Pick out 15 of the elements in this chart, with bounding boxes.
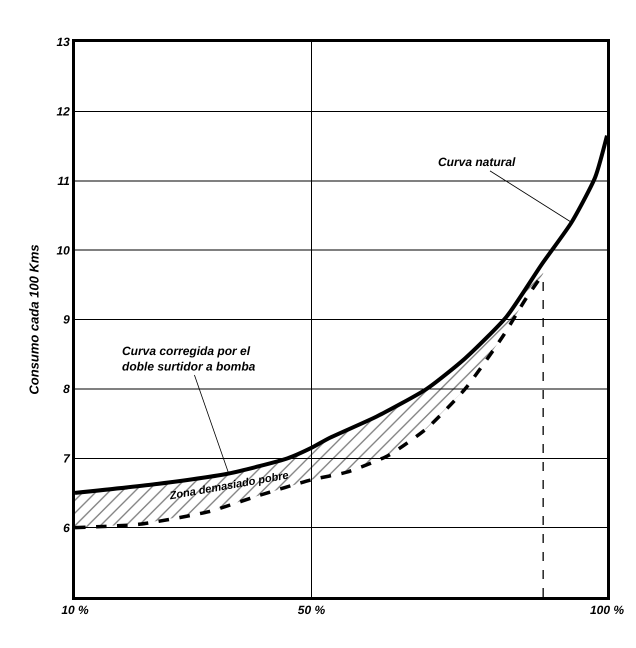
x-tick-label: 100 % [590,603,624,618]
annotation: Curva corregida por el doble surtidor a bomba [122,344,256,374]
y-tick-label: 6 [63,520,70,535]
annotation: Curva natural [438,155,516,169]
y-tick-label: 11 [57,174,70,188]
y-tick-label: 12 [56,104,70,119]
y-tick-label: 9 [63,312,70,327]
y-tick-label: 13 [56,35,70,50]
x-tick-label: 10 % [61,603,89,618]
annotation: Zona demasiado pobre [168,470,290,502]
y-tick-label: 7 [63,451,72,466]
x-tick-label: 50 % [298,603,326,618]
y-axis-title: Consumo cada 100 Kms [26,244,42,395]
y-tick-label: 8 [63,382,70,396]
y-tick-label: 10 [56,243,70,258]
